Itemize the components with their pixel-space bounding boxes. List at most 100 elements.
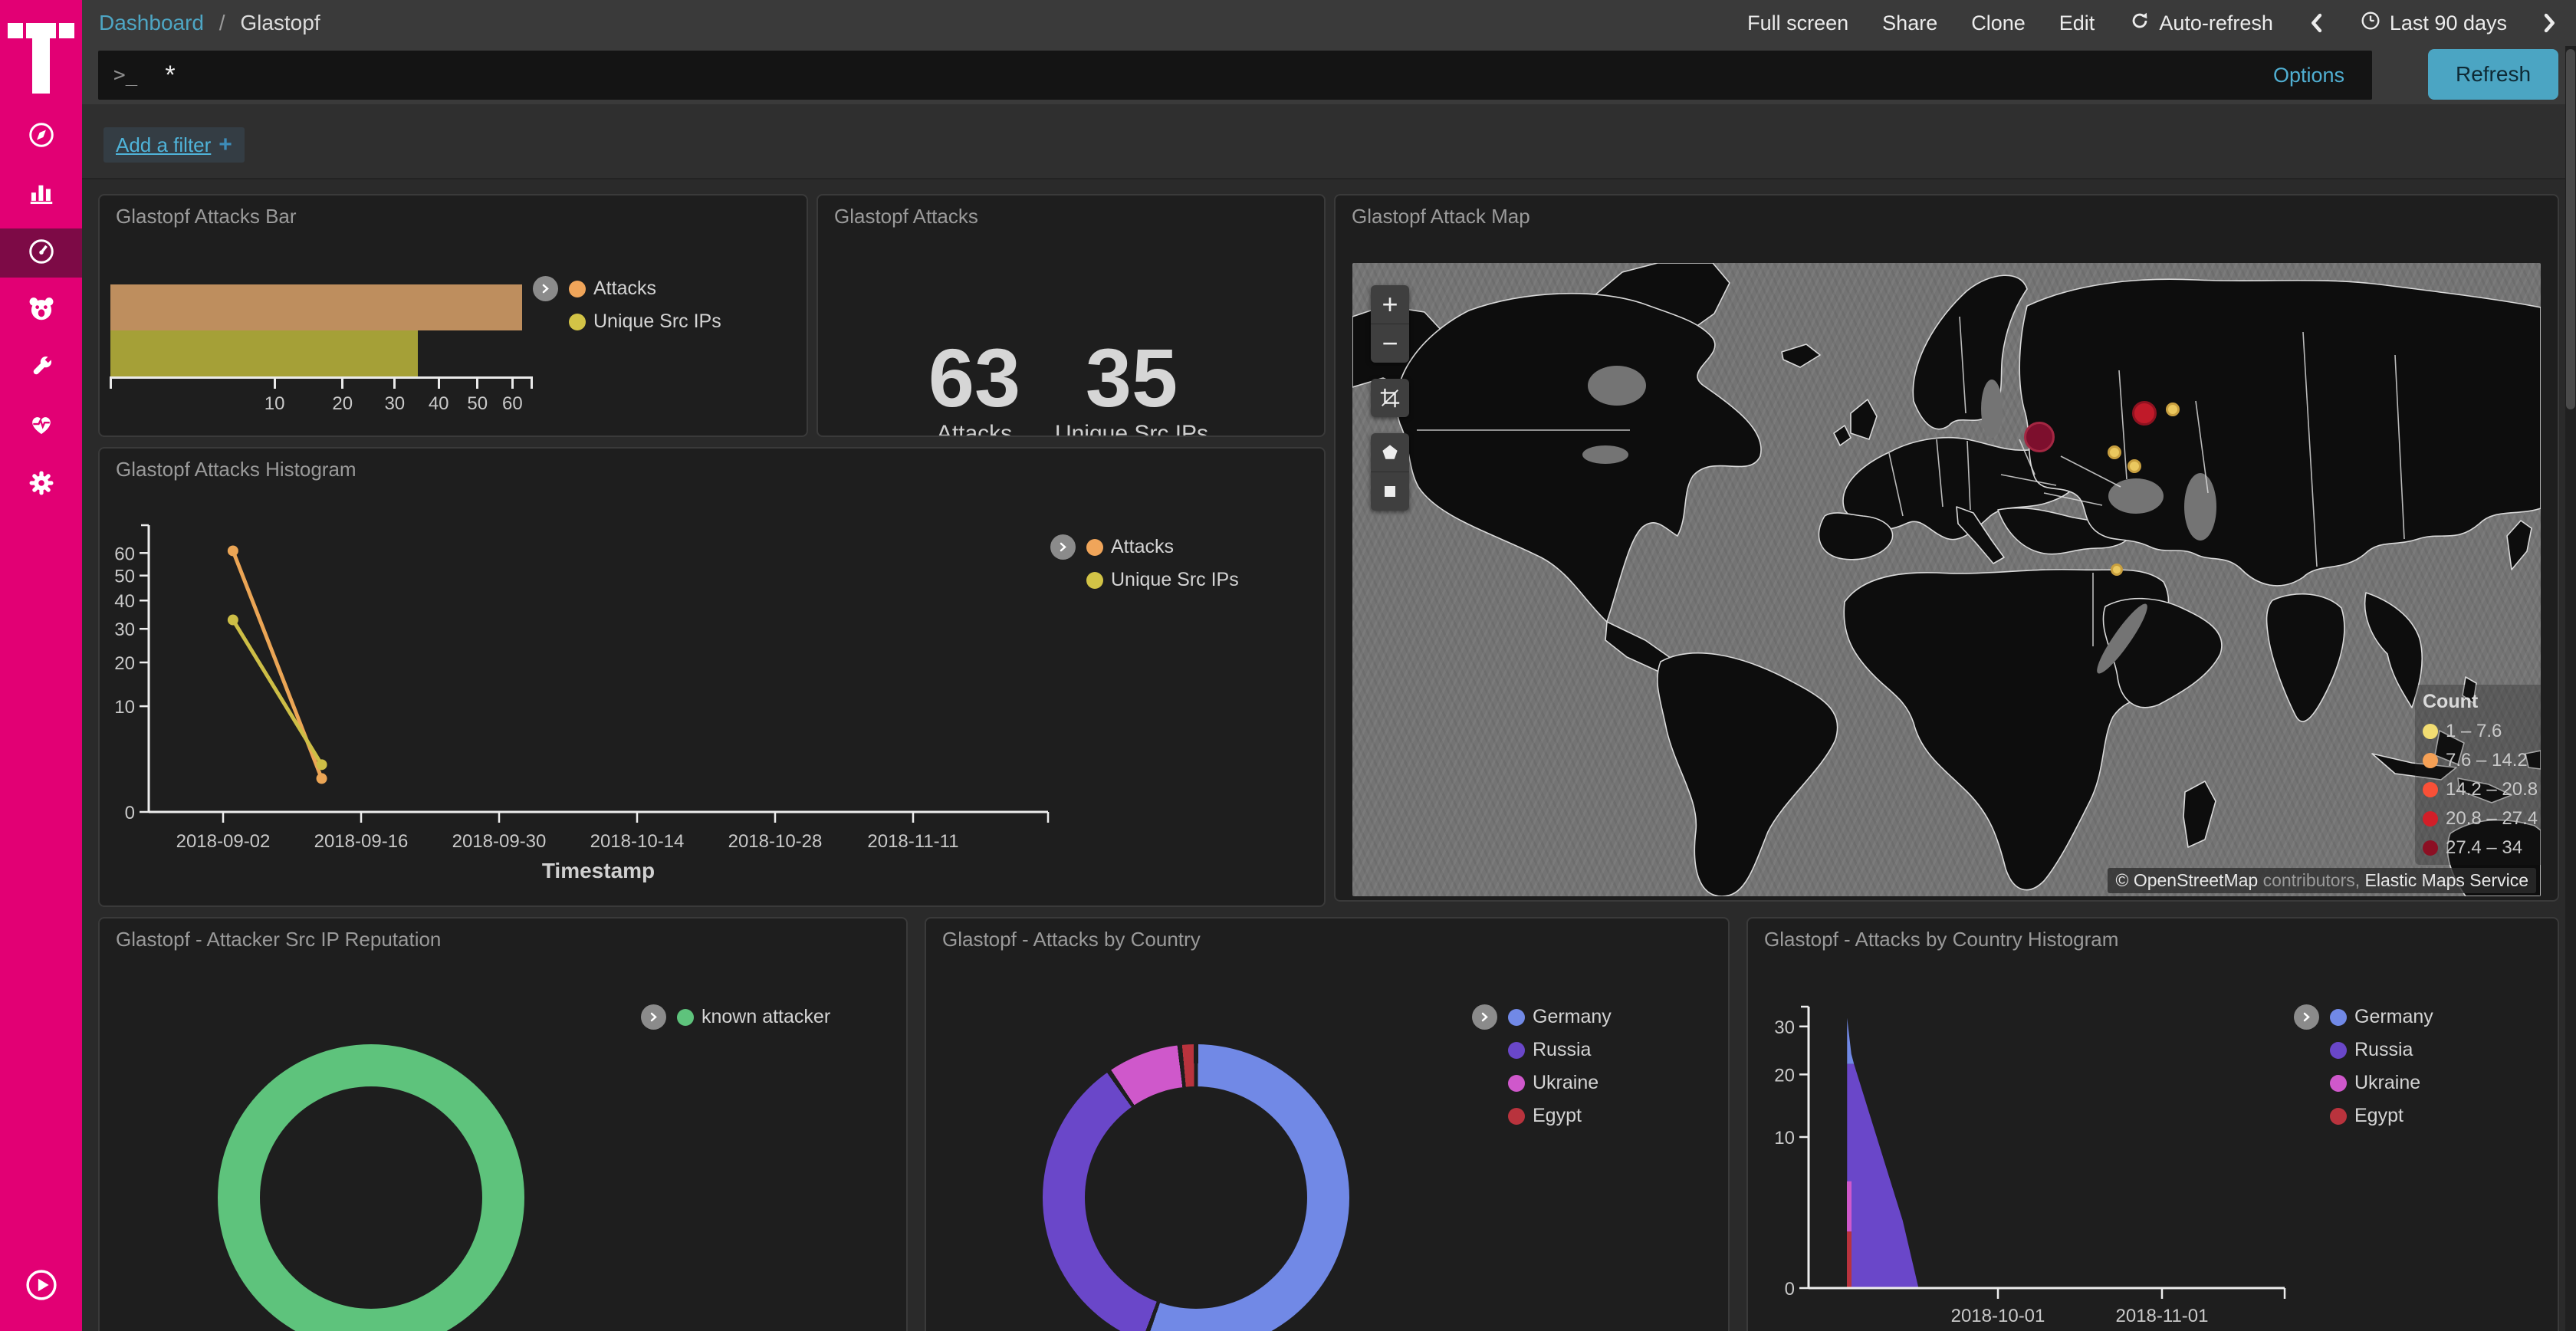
sidebar-expand-button[interactable] bbox=[0, 1262, 82, 1311]
legend-item[interactable]: 20.8 – 27.4 bbox=[2423, 808, 2541, 830]
x-tick bbox=[393, 376, 396, 389]
legend-item[interactable]: Russia bbox=[1508, 1039, 1612, 1061]
legend-label: Attacks bbox=[593, 278, 656, 299]
ems-link[interactable]: Elastic Maps Service bbox=[2364, 870, 2528, 890]
x-tick-label: 10 bbox=[264, 393, 285, 414]
breadcrumb-dashboard-link[interactable]: Dashboard bbox=[99, 11, 204, 35]
legend-item[interactable]: Egypt bbox=[2330, 1105, 2433, 1127]
legend-item[interactable]: 7.6 – 14.2 bbox=[2423, 750, 2541, 771]
legend-item[interactable]: Germany bbox=[1508, 1006, 1612, 1028]
clone-button[interactable]: Clone bbox=[1971, 11, 2026, 35]
fit-data-bounds-button[interactable] bbox=[1371, 379, 1409, 417]
legend-item[interactable]: Egypt bbox=[1508, 1105, 1612, 1127]
legend-toggle-icon[interactable] bbox=[641, 1004, 666, 1030]
legend-item[interactable]: Unique Src IPs bbox=[569, 311, 721, 333]
heartbeat-icon bbox=[27, 409, 56, 442]
panel-src-ip-reputation: Glastopf - Attacker Src IP Reputation kn… bbox=[98, 917, 908, 1331]
panel-attack-map: Glastopf Attack Map bbox=[1334, 194, 2559, 902]
auto-refresh-button[interactable]: Auto-refresh bbox=[2128, 9, 2273, 38]
x-tick-label: 30 bbox=[384, 393, 406, 414]
sidebar-item-honeypot[interactable] bbox=[0, 286, 82, 335]
sidebar-item-monitoring[interactable] bbox=[0, 401, 82, 450]
legend-item[interactable]: Attacks bbox=[569, 278, 721, 300]
x-tick bbox=[511, 376, 514, 389]
legend-dot-icon bbox=[1508, 1107, 1525, 1125]
svg-text:10: 10 bbox=[1774, 1128, 1795, 1149]
attacks-bar-chart[interactable]: 10 20 30 40 50 60 bbox=[100, 196, 807, 435]
legend-toggle-icon[interactable] bbox=[1472, 1004, 1497, 1030]
donut-hole bbox=[1085, 1086, 1307, 1309]
map-attack-point[interactable] bbox=[2111, 564, 2123, 576]
sidebar-item-dashboard[interactable] bbox=[0, 228, 82, 278]
legend-item[interactable]: known attacker bbox=[677, 1006, 830, 1028]
legend-dot-icon bbox=[2330, 1107, 2347, 1125]
world-map[interactable]: + − Count 1 – 7.6 7.6 – 14.2 14.2 – 20.8 20… bbox=[1352, 263, 2541, 896]
map-attack-point[interactable] bbox=[2132, 401, 2157, 426]
legend-item[interactable]: Russia bbox=[2330, 1039, 2433, 1061]
country-donut-chart[interactable] bbox=[1043, 1044, 1349, 1331]
legend: Attacks Unique Src IPs bbox=[1050, 534, 1239, 591]
sidebar-item-management[interactable] bbox=[0, 460, 82, 509]
legend-item[interactable]: 14.2 – 20.8 bbox=[2423, 779, 2541, 800]
legend-label: 1 – 7.6 bbox=[2446, 721, 2502, 741]
sidebar-item-visualize[interactable] bbox=[0, 169, 82, 218]
legend-item[interactable]: Ukraine bbox=[2330, 1072, 2433, 1094]
sidebar-item-discover[interactable] bbox=[0, 112, 82, 161]
legend-item[interactable]: Unique Src IPs bbox=[1086, 569, 1239, 591]
telekom-logo[interactable] bbox=[0, 18, 82, 98]
svg-text:40: 40 bbox=[114, 591, 135, 612]
map-draw-controls bbox=[1371, 433, 1409, 511]
bear-icon bbox=[27, 294, 56, 327]
reputation-donut-chart[interactable] bbox=[218, 1044, 524, 1331]
full-screen-button[interactable]: Full screen bbox=[1747, 11, 1849, 35]
svg-text:2018-09-16: 2018-09-16 bbox=[314, 831, 409, 852]
osm-link[interactable]: OpenStreetMap bbox=[2133, 870, 2259, 890]
time-range-button[interactable]: Last 90 days bbox=[2359, 9, 2507, 38]
panel-title: Glastopf - Attacks by Country Histogram bbox=[1764, 928, 2119, 951]
legend-item[interactable]: Germany bbox=[2330, 1006, 2433, 1028]
legend: Germany Russia Ukraine Egypt bbox=[2294, 1004, 2433, 1127]
map-attack-point[interactable] bbox=[2166, 403, 2180, 416]
legend-label: Russia bbox=[2354, 1039, 2413, 1060]
legend-label: Ukraine bbox=[2354, 1072, 2421, 1093]
sidebar-item-dev-tools[interactable] bbox=[0, 343, 82, 393]
map-fit-control bbox=[1371, 379, 1409, 417]
zoom-in-button[interactable]: + bbox=[1382, 288, 1398, 320]
metric-attacks: 63 Attacks bbox=[928, 337, 1020, 436]
map-attack-point[interactable] bbox=[2108, 445, 2121, 459]
legend-toggle-icon[interactable] bbox=[533, 276, 558, 301]
scrollbar-thumb[interactable] bbox=[2566, 49, 2575, 409]
map-attack-point[interactable] bbox=[2128, 459, 2141, 473]
share-button[interactable]: Share bbox=[1882, 11, 1938, 35]
bar-segment[interactable] bbox=[110, 284, 523, 330]
search-input[interactable]: >_ * Options bbox=[98, 51, 2372, 100]
legend-item[interactable]: Attacks bbox=[1086, 536, 1239, 558]
bar-segment[interactable] bbox=[110, 330, 418, 376]
legend-item[interactable]: 27.4 – 34 bbox=[2423, 837, 2541, 859]
draw-polygon-button[interactable] bbox=[1371, 433, 1409, 472]
legend-label: Russia bbox=[1533, 1039, 1592, 1060]
legend-toggle-icon[interactable] bbox=[2294, 1004, 2319, 1030]
time-back-button[interactable] bbox=[2307, 12, 2325, 35]
zoom-out-button[interactable]: − bbox=[1371, 324, 1409, 363]
svg-text:0: 0 bbox=[1785, 1279, 1795, 1300]
legend-item[interactable]: Ukraine bbox=[1508, 1072, 1612, 1094]
legend-toggle-icon[interactable] bbox=[1050, 534, 1076, 560]
legend-item[interactable]: 1 – 7.6 bbox=[2423, 721, 2541, 742]
refresh-button[interactable]: Refresh bbox=[2428, 49, 2558, 100]
filter-bar bbox=[82, 104, 2576, 179]
gauge-icon bbox=[27, 237, 56, 270]
panel-attacks-by-country: Glastopf - Attacks by Country Germany Rus… bbox=[925, 917, 1730, 1331]
map-attack-point[interactable] bbox=[2024, 422, 2055, 452]
time-forward-button[interactable] bbox=[2541, 12, 2559, 35]
panel-attacks-metric: Glastopf Attacks 63 Attacks 35 Unique Sr… bbox=[816, 194, 1326, 437]
search-query-value[interactable]: * bbox=[165, 60, 176, 90]
attacks-histogram-chart[interactable]: 0 10 20 30 40 50 60 2018-09-02 2018-09-16 2018-09… bbox=[100, 449, 1324, 905]
legend-dot-icon bbox=[2423, 724, 2438, 739]
add-filter-button[interactable]: Add a filter + bbox=[104, 127, 245, 163]
draw-rectangle-button[interactable] bbox=[1371, 472, 1409, 511]
options-link[interactable]: Options bbox=[2272, 63, 2344, 87]
edit-button[interactable]: Edit bbox=[2058, 11, 2095, 35]
clock-icon bbox=[2359, 9, 2382, 38]
